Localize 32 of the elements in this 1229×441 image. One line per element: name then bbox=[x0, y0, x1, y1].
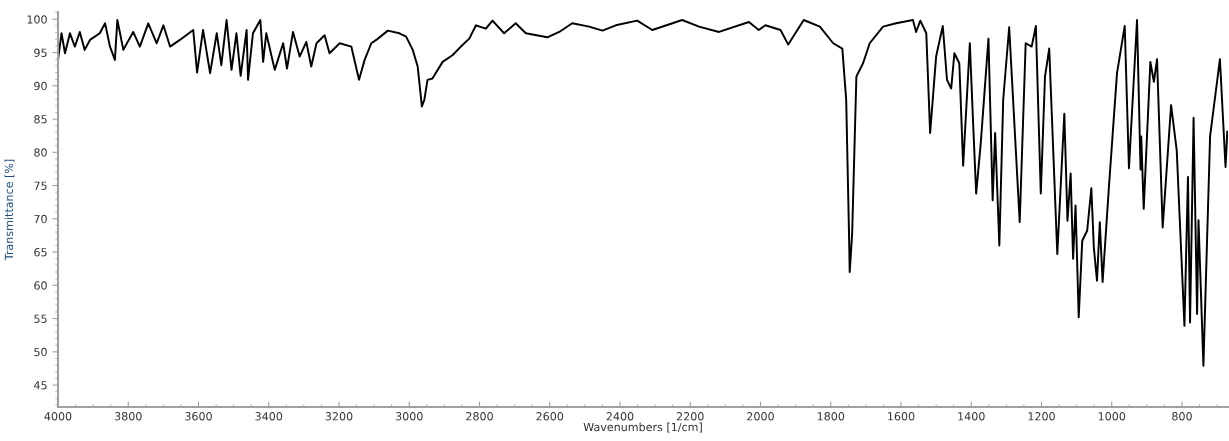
y-axis-title: Transmittance [%] bbox=[4, 159, 15, 261]
line-series bbox=[58, 19, 1228, 367]
y-tick-label: 80 bbox=[34, 148, 47, 157]
x-tick-label: 2400 bbox=[606, 412, 634, 421]
y-tick-label: 50 bbox=[34, 347, 47, 357]
y-tick-label: 90 bbox=[34, 81, 47, 91]
x-tick-label: 1000 bbox=[1098, 412, 1126, 421]
y-tick-label: 65 bbox=[34, 248, 47, 257]
y-tick-label: 70 bbox=[34, 214, 47, 224]
x-tick-label: 3000 bbox=[395, 412, 423, 421]
y-tick-label: 75 bbox=[34, 181, 47, 190]
x-tick-label: 3800 bbox=[114, 412, 142, 421]
y-tick-label: 95 bbox=[34, 48, 47, 57]
y-tick-label: 55 bbox=[34, 314, 47, 323]
x-axis-title: Wavenumbers [1/cm] bbox=[583, 422, 702, 433]
x-tick-label: 2200 bbox=[676, 412, 704, 421]
x-tick-label: 3600 bbox=[185, 412, 212, 421]
x-tick-label: 1400 bbox=[958, 412, 985, 421]
y-tick-label: 100 bbox=[27, 15, 47, 24]
y-tick-label: 45 bbox=[33, 381, 47, 390]
x-tick-label: 3200 bbox=[325, 412, 353, 421]
y-tick-label: 85 bbox=[34, 115, 47, 124]
y-tick-label: 60 bbox=[34, 281, 47, 290]
x-tick-label: 1800 bbox=[817, 412, 845, 421]
x-tick-label: 1600 bbox=[888, 412, 915, 421]
x-tick-label: 3400 bbox=[255, 412, 283, 421]
x-tick-label: 800 bbox=[1172, 412, 1192, 421]
x-tick-label: 2000 bbox=[747, 412, 774, 421]
x-tick-label: 4000 bbox=[44, 412, 72, 421]
x-tick-label: 2600 bbox=[536, 412, 564, 421]
x-tick-label: 1200 bbox=[1028, 412, 1055, 421]
x-tick-label: 2800 bbox=[466, 412, 493, 421]
